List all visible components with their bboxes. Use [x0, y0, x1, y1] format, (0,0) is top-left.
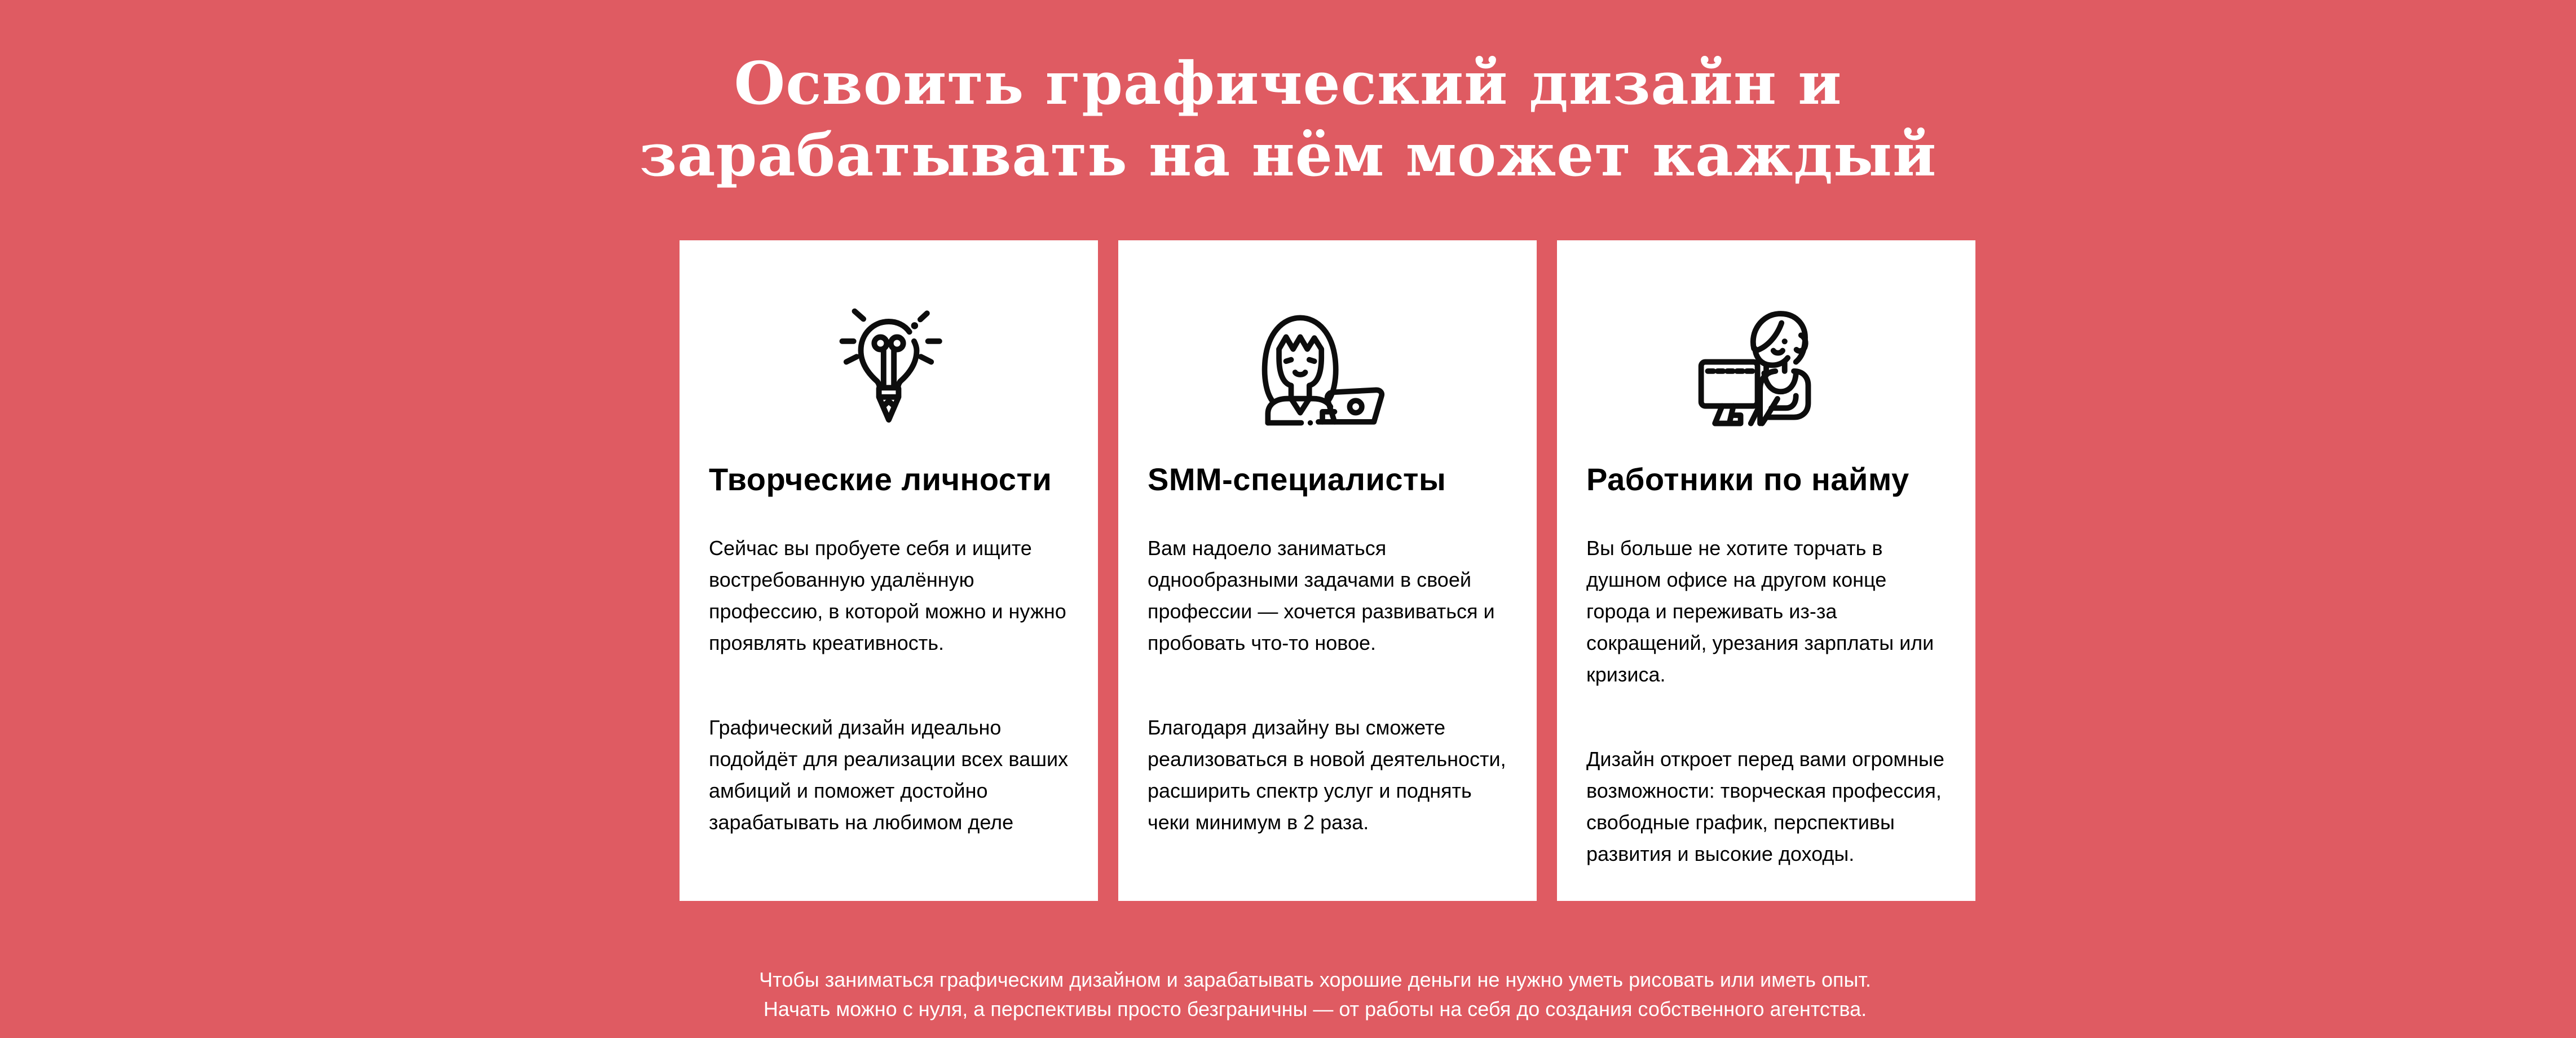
- page-title-line-2: зарабатывать на нём может каждый: [639, 120, 1937, 190]
- card-paragraph: Вам надоело заниматься однообразными зад…: [1148, 536, 1495, 655]
- section-header: Освоить графический дизайн и зарабатыват…: [0, 0, 2576, 191]
- footer-note-line-2: Начать можно с нуля, а перспективы прост…: [763, 997, 1867, 1021]
- card-creative-people: Творческие личности Сейчас вы пробуете с…: [680, 240, 1098, 901]
- card-icon-area: [709, 299, 1069, 431]
- card-smm-specialists: SMM-специалисты Вам надоело заниматься о…: [1118, 240, 1537, 901]
- hired-worker-monitor-icon: [1698, 311, 1811, 426]
- card-paragraph: Дизайн откроет перед вами огромные возмо…: [1586, 747, 1944, 866]
- card-heading: SMM-специалисты: [1148, 461, 1446, 497]
- card-heading: Работники по найму: [1586, 461, 1909, 497]
- card-heading: Творческие личности: [709, 461, 1052, 497]
- card-paragraph: Сейчас вы пробуете себя и ищите востребо…: [709, 536, 1066, 655]
- card-icon-area: [1148, 299, 1507, 431]
- page-title: Освоить графический дизайн и зарабатыват…: [0, 47, 2576, 191]
- card-paragraph: Благодаря дизайну вы сможете реализовать…: [1148, 716, 1506, 834]
- smm-specialist-laptop-icon: [1261, 314, 1385, 425]
- page-title-line-1: Освоить графический дизайн и: [734, 49, 1842, 118]
- card-paragraph: Вы больше не хотите торчать в душном офи…: [1586, 536, 1934, 687]
- section-footer-note: Чтобы заниматься графическим дизайном и …: [0, 965, 2576, 1024]
- card-icon-area: [1586, 299, 1946, 431]
- card-paragraph: Графический дизайн идеально подойдёт для…: [709, 716, 1069, 834]
- audience-cards-row: Творческие личности Сейчас вы пробуете с…: [79, 240, 2576, 901]
- idea-bulb-pencil-icon: [839, 308, 942, 423]
- card-hired-workers: Работники по найму Вы больше не хотите т…: [1557, 240, 1975, 901]
- footer-note-line-1: Чтобы заниматься графическим дизайном и …: [759, 968, 1871, 991]
